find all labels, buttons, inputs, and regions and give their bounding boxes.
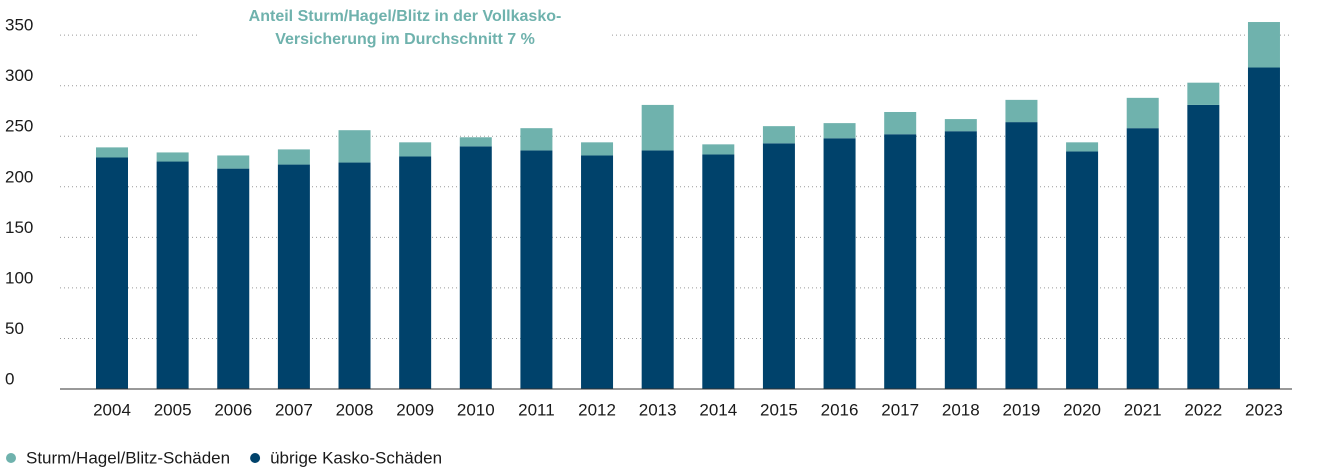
bar-segment xyxy=(96,157,128,389)
bar-segment xyxy=(702,154,735,389)
x-tick-label: 2017 xyxy=(881,400,919,419)
x-tick-label: 2022 xyxy=(1184,400,1222,419)
bar-segment xyxy=(823,138,856,389)
y-tick-label: 350 xyxy=(5,16,33,35)
bar-segment xyxy=(1126,97,1159,129)
bar-segment xyxy=(520,150,553,389)
bar-segment xyxy=(1005,99,1038,123)
x-tick-label: 2011 xyxy=(518,400,555,419)
bar-segment xyxy=(641,150,674,389)
bar-segment xyxy=(96,147,128,158)
bar-segment xyxy=(641,104,674,151)
bar-segment xyxy=(1126,128,1159,389)
legend-label: Sturm/Hagel/Blitz-Schäden xyxy=(26,448,230,467)
x-tick-label: 2016 xyxy=(821,400,859,419)
bar-segment xyxy=(1187,104,1220,390)
bar-segment xyxy=(459,137,492,147)
bar-segment xyxy=(1066,142,1099,152)
x-tick-label: 2023 xyxy=(1245,400,1283,419)
x-tick-label: 2005 xyxy=(154,400,192,419)
bar-segment xyxy=(823,123,856,139)
x-tick-label: 2007 xyxy=(275,400,313,419)
bar-segment xyxy=(762,126,795,144)
x-tick-label: 2012 xyxy=(578,400,616,419)
bar-segment xyxy=(1187,82,1220,105)
bar-segment xyxy=(1247,22,1280,68)
y-tick-label: 200 xyxy=(5,167,33,186)
bar-segment xyxy=(338,162,371,389)
bar-segment xyxy=(1005,122,1038,390)
bar-segment xyxy=(459,146,492,389)
bar-segment xyxy=(702,144,735,155)
bar-segment xyxy=(217,155,250,169)
x-tick-label: 2020 xyxy=(1063,400,1101,419)
bar-segment xyxy=(217,168,250,389)
legend-swatch xyxy=(6,453,16,463)
annotation: Versicherung im Durchschnitt 7 % xyxy=(275,31,535,48)
bar-segment xyxy=(399,142,432,157)
bar-segment xyxy=(944,119,977,132)
x-tick-label: 2006 xyxy=(214,400,252,419)
x-tick-label: 2004 xyxy=(93,400,131,419)
legend-swatch xyxy=(250,453,261,463)
x-tick-label: 2010 xyxy=(457,400,495,419)
bar-segment xyxy=(156,152,189,162)
annotation: Anteil Sturm/Hagel/Blitz in der Vollkask… xyxy=(249,8,562,25)
y-tick-label: 150 xyxy=(5,218,33,237)
x-tick-label: 2015 xyxy=(760,400,798,419)
x-tick-label: 2014 xyxy=(699,400,737,419)
bar-segment xyxy=(944,131,977,389)
bar-segment xyxy=(1247,67,1280,389)
x-tick-label: 2013 xyxy=(639,400,677,419)
bar-segment xyxy=(277,164,310,389)
bar-segment xyxy=(762,143,795,389)
bar-segment xyxy=(520,128,553,151)
x-tick-label: 2019 xyxy=(1003,400,1041,419)
x-tick-label: 2008 xyxy=(336,400,374,419)
bar-segment xyxy=(277,149,310,165)
grid xyxy=(60,34,1292,339)
bar-segment xyxy=(581,142,614,156)
bar-segment xyxy=(884,111,917,135)
legend-label: übrige Kasko-Schäden xyxy=(270,448,442,467)
bar-segment xyxy=(581,155,614,389)
bar-segment xyxy=(1066,151,1099,389)
annotation-bg xyxy=(200,0,610,55)
y-tick-label: 250 xyxy=(5,117,33,136)
y-tick-label: 50 xyxy=(5,319,24,338)
bar-segment xyxy=(399,156,432,389)
x-tick-label: 2021 xyxy=(1124,400,1162,419)
bar-segment xyxy=(338,130,371,163)
y-tick-label: 300 xyxy=(5,66,33,85)
x-tick-label: 2009 xyxy=(396,400,434,419)
x-tick-label: 2018 xyxy=(942,400,980,419)
y-tick-label: 100 xyxy=(5,268,33,287)
bar-segment xyxy=(156,161,189,389)
bar-segment xyxy=(884,134,917,389)
y-tick-label: 0 xyxy=(5,369,14,388)
